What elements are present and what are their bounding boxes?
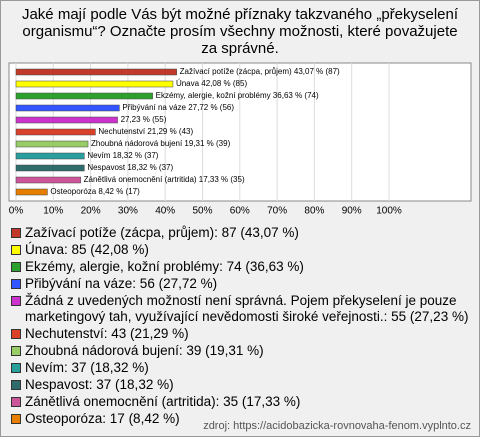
- bar: [15, 152, 85, 160]
- legend-label: Nevím: 37 (18,32 %): [25, 359, 149, 375]
- legend-swatch: [11, 296, 21, 306]
- x-tick-label: 20%: [81, 206, 101, 217]
- value-label: 27,23 % (55): [121, 115, 167, 124]
- legend-label: Nechutenství: 43 (21,29 %): [25, 325, 189, 341]
- x-tick-label: 80%: [304, 206, 324, 217]
- x-tick-label: 50%: [192, 206, 212, 217]
- legend-label: Přibývání na váze: 56 (27,72 %): [25, 276, 218, 291]
- bar: [15, 116, 118, 124]
- x-tick-label: 0%: [9, 206, 24, 217]
- legend-entry: Ekzémy, alergie, kožní problémy: 74 (36,…: [9, 259, 471, 275]
- legend-swatch: [11, 262, 21, 272]
- bar: [15, 68, 177, 76]
- bar: [15, 140, 89, 148]
- legend-entry: Žádná z uvedených možností není správná.…: [9, 293, 471, 324]
- value-label: Nechutenství 21,29 % (43): [98, 127, 193, 136]
- legend-swatch: [11, 345, 21, 356]
- bar: [15, 104, 120, 112]
- x-tick-label: 10%: [43, 206, 63, 217]
- legend-label: Nespavost: 37 (18,32 %): [25, 376, 174, 392]
- value-label: Zánětlivá onemocnění (artritida) 17,33 %…: [84, 175, 245, 184]
- value-label: Osteoporóza 8,42 % (17): [50, 187, 140, 196]
- x-tick-label: 70%: [267, 206, 287, 217]
- value-label: Zhoubná nádorová bujení 19,31 % (39): [91, 139, 231, 148]
- legend-label: Zhoubná nádorová bujení: 39 (19,31 %): [25, 342, 264, 358]
- legend-swatch: [11, 245, 21, 255]
- source: zdroj: https://acidobazicka-rovnovaha-fe…: [203, 420, 471, 432]
- value-label: Nespavost 18,32 % (37): [87, 163, 173, 172]
- bar: [15, 176, 81, 184]
- value-label: Ekzémy, alergie, kožní problémy 36,63 % …: [156, 91, 319, 100]
- bar: [15, 164, 85, 172]
- x-tick-label: 60%: [230, 206, 250, 217]
- legend-label: Zánětlivá onemocnění (artritida): 35 (17…: [25, 393, 301, 409]
- legend: Zažívací potíže (zácpa, průjem): 87 (43,…: [9, 225, 471, 428]
- value-label: Nevím 18,32 % (37): [87, 151, 158, 160]
- value-label: Zažívací potíže (zácpa, průjem) 43,07 % …: [180, 67, 340, 76]
- value-label: Únava 42,08 % (85): [176, 79, 247, 88]
- legend-swatch: [11, 379, 21, 390]
- legend-swatch: [11, 328, 21, 339]
- legend-label: Zažívací potíže (zácpa, průjem): 87 (43,…: [25, 225, 299, 240]
- legend-swatch: [11, 362, 21, 373]
- legend-label: Osteoporóza: 17 (8,42 %): [25, 410, 180, 426]
- bar: [15, 188, 48, 196]
- legend-entry: Únava: 85 (42,08 %): [9, 242, 471, 258]
- value-label: Přibývání na váze 27,72 % (56): [122, 103, 234, 112]
- legend-swatch: [11, 279, 21, 289]
- x-tick-label: 40%: [155, 206, 175, 217]
- legend-entry: Zánětlivá onemocnění (artritida): 35 (17…: [9, 394, 471, 410]
- legend-swatch: [11, 228, 21, 238]
- x-tick-label: 100%: [376, 206, 402, 217]
- legend-entry: Nevím: 37 (18,32 %): [9, 360, 471, 376]
- legend-label: Ekzémy, alergie, kožní problémy: 74 (36,…: [25, 259, 304, 274]
- legend-entry: Nespavost: 37 (18,32 %): [9, 377, 471, 393]
- legend-entry: Osteoporóza: 17 (8,42 %): [9, 411, 471, 427]
- legend-entry: Nechutenství: 43 (21,29 %): [9, 326, 471, 342]
- legend-label: Žádná z uvedených možností není správná.…: [25, 293, 469, 324]
- legend-entry: Zhoubná nádorová bujení: 39 (19,31 %): [9, 343, 471, 359]
- legend-swatch: [11, 413, 21, 424]
- legend-entry: Zažívací potíže (zácpa, průjem): 87 (43,…: [9, 225, 471, 241]
- legend-swatch: [11, 396, 21, 407]
- legend-entry: Přibývání na váze: 56 (27,72 %): [9, 276, 471, 292]
- bar: [15, 92, 153, 100]
- bar: [15, 80, 174, 88]
- bar: [15, 128, 96, 136]
- x-tick-label: 90%: [342, 206, 362, 217]
- chart-title: Jaké mají podle Vás být možné příznaky t…: [21, 6, 459, 57]
- legend-label: Únava: 85 (42,08 %): [25, 242, 149, 257]
- x-tick-label: 30%: [118, 206, 138, 217]
